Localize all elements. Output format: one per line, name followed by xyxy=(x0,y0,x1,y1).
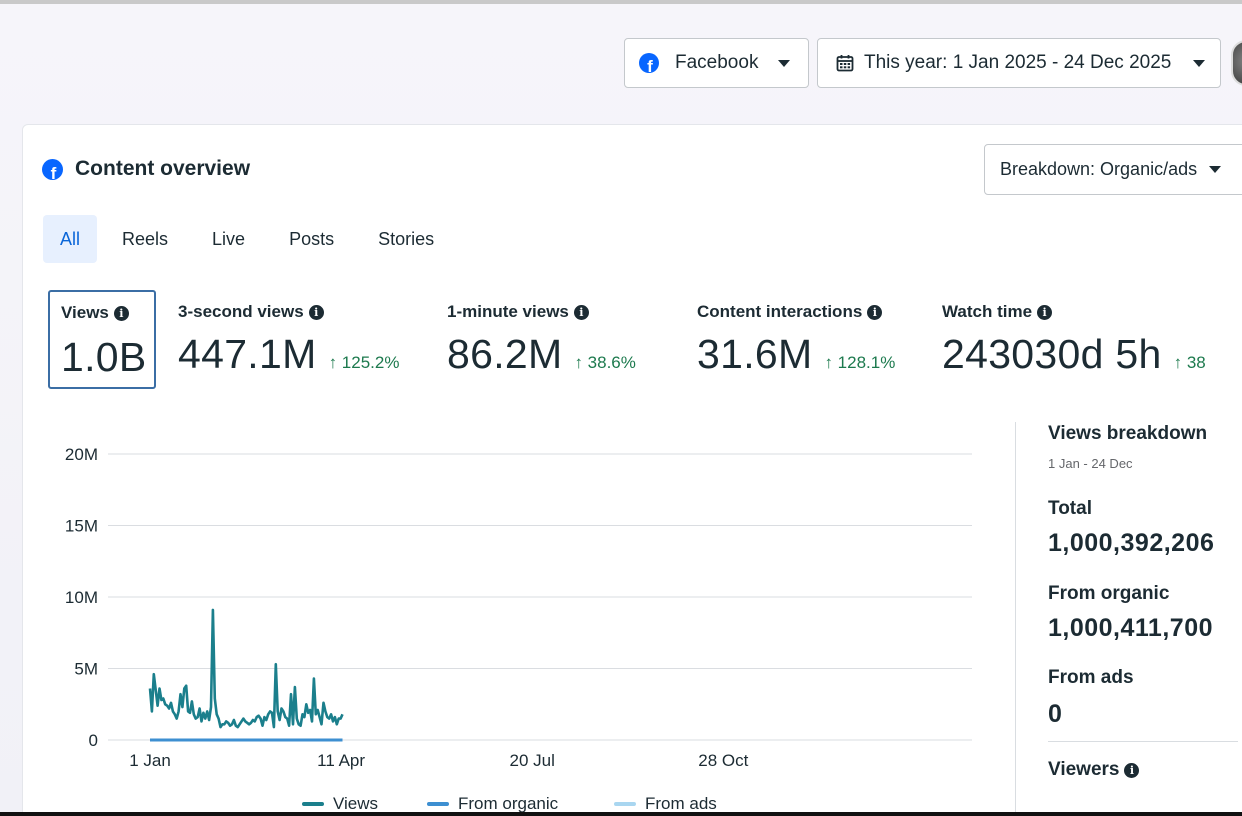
metric-content-interactions[interactable]: Content interactions i 31.6M ↑ 128.1% xyxy=(697,301,895,378)
ads-value: 0 xyxy=(1048,700,1062,728)
chevron-down-icon xyxy=(778,59,791,67)
tab-label: Reels xyxy=(122,228,169,249)
content-overview-card xyxy=(22,124,1242,816)
breakdown-label: Breakdown: Organic/ads xyxy=(1000,159,1198,179)
views-breakdown-range: 1 Jan - 24 Dec xyxy=(1048,456,1133,471)
date-range-selector[interactable]: This year: 1 Jan 2025 - 24 Dec 2025 xyxy=(817,38,1221,88)
organic-value: 1,000,411,700 xyxy=(1048,614,1213,642)
legend-swatch xyxy=(302,802,324,806)
total-value: 1,000,392,206 xyxy=(1048,529,1215,557)
metric-label: 1-minute views xyxy=(447,302,569,321)
platform-label: Facebook xyxy=(675,52,759,73)
x-tick-label: 1 Jan xyxy=(129,751,171,770)
info-icon[interactable]: i xyxy=(1124,762,1140,778)
chevron-down-icon xyxy=(1193,59,1206,67)
total-label: Total xyxy=(1048,498,1092,519)
legend-label: Views xyxy=(333,794,379,813)
metric-label: 3-second views xyxy=(178,302,304,321)
platform-selector[interactable]: f Facebook xyxy=(624,38,809,88)
avatar[interactable] xyxy=(1231,40,1242,86)
viewers-heading: Viewers i xyxy=(1048,759,1140,781)
metric-1-minute-views[interactable]: 1-minute views i 86.2M ↑ 38.6% xyxy=(447,301,636,378)
tab-all[interactable]: All xyxy=(43,215,98,263)
metric-label: Content interactions xyxy=(697,302,863,321)
panel-divider xyxy=(1015,422,1016,816)
views-breakdown-title: Views breakdown xyxy=(1048,423,1208,444)
tab-label: Stories xyxy=(378,228,435,249)
tab-stories[interactable]: Stories xyxy=(356,215,451,263)
tab-label: Live xyxy=(212,228,246,249)
legend-swatch xyxy=(614,802,636,806)
metric-watch-time[interactable]: Watch time i 243030d 5h ↑ 38 xyxy=(942,301,1242,378)
metric-change: ↑ 38 xyxy=(1173,353,1206,372)
window-bottom-border xyxy=(0,812,1242,816)
metric-value: 447.1M xyxy=(178,331,317,377)
legend-swatch xyxy=(427,802,449,806)
metric-value: 31.6M xyxy=(697,331,813,377)
metric-value: 243030d 5h xyxy=(942,331,1162,377)
facebook-logo-icon: f xyxy=(639,53,659,73)
tab-live[interactable]: Live xyxy=(185,215,267,263)
y-tick-label: 20M xyxy=(65,445,98,464)
x-tick-label: 20 Jul xyxy=(510,751,555,770)
metric-views[interactable]: Views i 1.0B xyxy=(48,290,156,389)
y-tick-label: 15M xyxy=(65,517,98,536)
y-tick-label: 10M xyxy=(65,588,98,607)
x-tick-label: 11 Apr xyxy=(317,751,365,770)
chevron-down-icon xyxy=(1209,166,1222,173)
metric-change: ↑ 125.2% xyxy=(328,353,400,372)
breakdown-selector[interactable]: Breakdown: Organic/ads xyxy=(984,144,1242,195)
legend-label: From organic xyxy=(458,794,559,813)
metric-change: ↑ 128.1% xyxy=(824,353,896,372)
tab-posts[interactable]: Posts xyxy=(267,215,356,263)
metric-value: 1.0B xyxy=(61,334,147,380)
legend-item-from-ads[interactable]: From ads xyxy=(614,794,717,814)
organic-label: From organic xyxy=(1048,583,1170,604)
legend-label: From ads xyxy=(645,794,717,813)
facebook-logo-icon: f xyxy=(42,158,63,180)
calendar-icon xyxy=(836,55,854,72)
info-icon[interactable]: i xyxy=(1037,304,1053,320)
views-line-chart: 0 5M 10M 15M 20M 1 Jan 11 Apr 20 Jul 28 Oct xyxy=(65,445,972,770)
tab-label: Posts xyxy=(289,228,335,249)
viewers-label: Viewers xyxy=(1048,759,1120,780)
metric-3-second-views[interactable]: 3-second views i 447.1M ↑ 125.2% xyxy=(178,301,399,378)
info-icon[interactable]: i xyxy=(113,305,129,321)
breakdown-divider xyxy=(1048,741,1238,742)
window-top-border xyxy=(0,0,1242,4)
legend-item-views[interactable]: Views xyxy=(302,794,378,814)
metric-change: ↑ 38.6% xyxy=(574,353,636,372)
info-icon[interactable]: i xyxy=(308,304,324,320)
metric-value: 86.2M xyxy=(447,331,563,377)
y-tick-label: 0 xyxy=(89,731,98,750)
date-range-label: This year: 1 Jan 2025 - 24 Dec 2025 xyxy=(864,52,1172,73)
y-tick-label: 5M xyxy=(74,660,98,679)
page-title: Content overview xyxy=(75,157,251,180)
tab-reels[interactable]: Reels xyxy=(97,215,185,263)
info-icon[interactable]: i xyxy=(867,304,883,320)
x-tick-label: 28 Oct xyxy=(698,751,748,770)
ads-label: From ads xyxy=(1048,667,1134,688)
legend-item-from-organic[interactable]: From organic xyxy=(427,794,558,814)
series-line-views[interactable] xyxy=(148,608,344,729)
info-icon[interactable]: i xyxy=(573,304,589,320)
content-overview-header: f Content overview xyxy=(42,157,250,181)
metric-label: Watch time xyxy=(942,302,1033,321)
metric-label: Views xyxy=(61,303,109,322)
content-type-tabs: All Reels Live Posts Stories xyxy=(43,215,451,263)
tab-label: All xyxy=(60,228,81,249)
